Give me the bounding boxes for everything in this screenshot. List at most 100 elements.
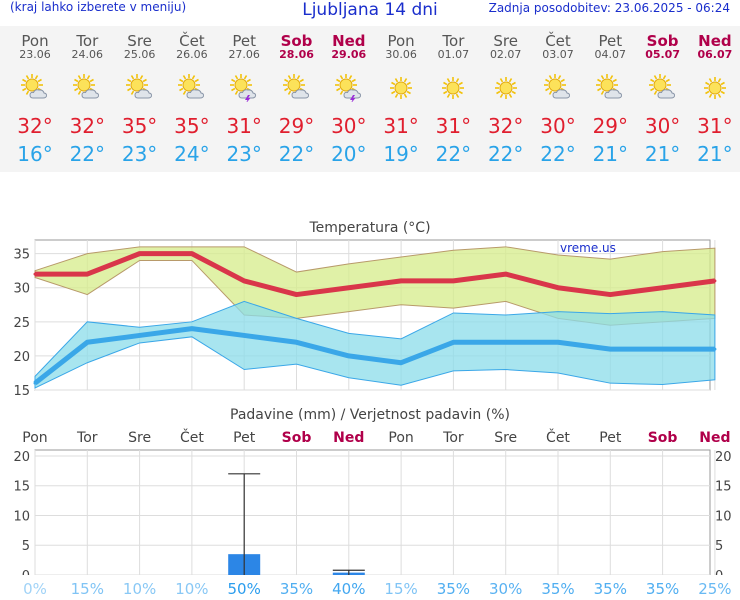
x-tick-label: Čet [180,428,204,446]
x-tick-label: Ned [333,430,364,446]
series-max-line [35,251,716,298]
x-tick-label: Pet [599,430,622,446]
data-point-min [190,327,194,331]
day-name: Ned [332,32,366,50]
day-date: 01.07 [437,48,470,61]
day-name: Tor [76,32,99,50]
data-point-min [295,340,298,344]
forecast-day: Čet 26.06 35° 24° [166,26,218,172]
band-min [34,300,716,389]
y-tick-label: 30 [13,282,30,297]
forecast-day: Ned 29.06 30° 20° [323,26,375,172]
precipitation-chart-svg: Padavine (mm) / Verjetnost padavin (%) Po… [13,407,732,575]
last-update: Zadnja posodobitev: 23.06.2025 - 06:24 [488,1,730,15]
x-tick-label: Pon [22,430,47,446]
day-date: 06.07 [697,48,733,61]
data-point-max [661,286,665,290]
min-temperature: 22° [540,142,576,166]
day-date: 05.07 [645,48,680,61]
min-temperature: 19° [383,142,419,166]
sun-cloud-icon [73,74,101,102]
day-name: Pon [387,32,415,50]
sun-cloud-icon [21,74,49,102]
data-point-min [242,333,246,337]
max-temperature: 31° [226,114,262,138]
data-point-min [504,340,508,344]
max-temperature: 31° [697,114,733,138]
precipitation-probability: 35% [593,580,627,598]
max-temperature: 35° [121,114,158,138]
data-point-max [138,252,142,256]
precipitation-probability: 35% [436,580,471,598]
max-temperature: 29° [278,114,315,138]
data-point-max [33,272,37,276]
sun-icon [701,74,729,102]
data-point-max [504,272,508,276]
data-point-max [713,279,717,283]
day-date: 27.06 [228,48,260,61]
x-tick-label: Pon [388,430,413,446]
sun-icon [492,74,520,102]
day-date: 02.07 [489,48,522,61]
sun-cloud-icon [177,74,206,102]
daily-forecast-strip: Pon 23.06 32° 16° Tor 24.06 32° 22° Sre 25.06 35° 2… [0,26,740,172]
precipitation-probability: 15% [384,580,418,598]
y-tick-label-right: 20 [715,450,732,465]
min-temperature: 22° [435,142,472,166]
header: (kraj lahko izberete v meniju) Ljubljana… [0,0,740,22]
sun-cloud-icon [544,74,572,102]
page-title: Ljubljana 14 dni [302,0,438,20]
day-name: Tor [442,32,465,50]
day-name: Sob [280,32,313,50]
data-point-min [608,347,612,351]
x-tick-label: Sre [128,430,151,446]
max-temperature: 29° [592,114,629,138]
data-point-max [608,293,612,297]
forecast-day: Pet 27.06 31° 23° [218,26,270,172]
data-point-min [713,347,717,351]
day-name: Pon [21,32,49,50]
max-temperature: 31° [435,114,472,138]
data-point-min [347,354,351,358]
min-temperature: 16° [17,142,53,166]
min-temperature: 22° [487,142,524,166]
location-menu-hint[interactable]: (kraj lahko izberete v meniju) [10,0,187,14]
max-temperature: 31° [383,114,419,138]
data-point-max [295,293,298,297]
day-date: 24.06 [71,48,104,61]
day-date: 25.06 [123,48,156,61]
max-temperature: 35° [174,114,210,138]
y-tick-label-right: 5 [715,539,723,554]
precipitation-probability: 35% [279,580,314,598]
data-point-max [347,286,351,290]
sun-icon [439,74,467,102]
forecast-day: Tor 24.06 32° 22° [61,26,113,172]
y-tick-label: 20 [13,350,30,365]
data-point-min [661,347,665,351]
data-point-max [242,279,246,283]
forecast-day: Pet 04.07 29° 21° [584,26,636,172]
data-point-min [33,381,37,385]
day-name: Sre [127,32,152,50]
temperature-chart-svg: Temperatura (°C) 15 20 25 30 35 vreme.us [13,220,717,395]
day-date: 03.07 [542,48,574,61]
chart-title: Temperatura (°C) [308,220,430,236]
day-date: 26.06 [176,48,208,61]
data-point-min [85,340,89,344]
forecast-day: Čet 03.07 30° 22° [532,26,584,172]
y-tick-label-right: 0 [715,569,723,575]
y-tick-label: 0 [22,569,30,575]
precipitation-probability: 40% [332,580,366,598]
forecast-day: Ned 06.07 31° 21° [689,26,740,172]
max-temperature: 32° [69,114,106,138]
data-point-min [451,340,455,344]
sun-cloud-icon [648,74,677,102]
x-tick-label: Ned [699,430,730,446]
x-tick-label: Tor [442,430,464,446]
max-temperature: 32° [487,114,524,138]
max-temperature: 32° [17,114,53,138]
precipitation-probability: 10% [175,580,209,598]
forecast-day: Pon 23.06 32° 16° [9,26,61,172]
chart-title: Padavine (mm) / Verjetnost padavin (%) [230,407,510,423]
data-point-max [451,279,455,283]
